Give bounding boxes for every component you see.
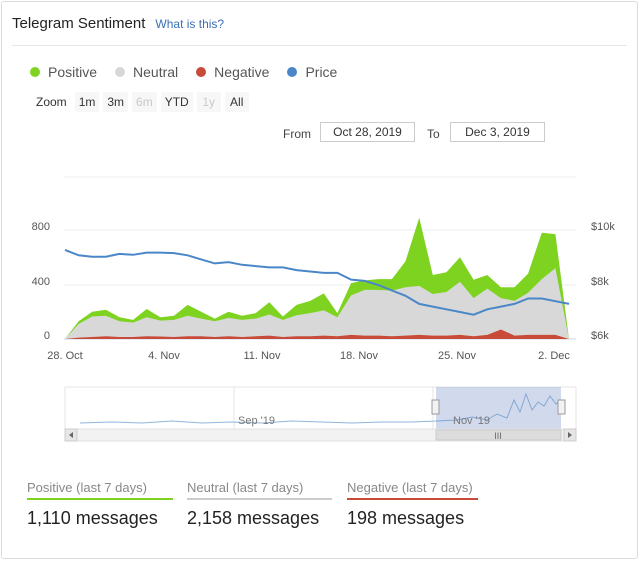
y-left-axis: 0 400 800 [32, 221, 50, 342]
y-left-tick-0: 0 [44, 330, 50, 342]
scroll-left-arrow-icon [69, 432, 73, 438]
to-label: To [427, 127, 440, 141]
stat-neutral-label: Neutral (last 7 days) [187, 480, 304, 495]
price-line [64, 248, 570, 316]
zoom-1m-button[interactable]: 1m [74, 92, 100, 112]
x-tick-nov-4: 4. Nov [148, 350, 180, 362]
positive-dot-icon [30, 67, 40, 77]
stat-negative-label: Negative (last 7 days) [347, 480, 473, 495]
x-tick-nov-11: 11. Nov [243, 350, 281, 362]
navigator-label-sep: Sep '19 [238, 415, 275, 427]
y-left-tick-800: 800 [32, 221, 50, 233]
y-right-axis: $6k $8k $10k [591, 221, 615, 342]
zoom-1y-button: 1y [196, 92, 221, 112]
stat-neutral-bar [187, 498, 332, 500]
zoom-3m-button[interactable]: 3m [103, 92, 129, 112]
navigator-left-handle[interactable] [431, 399, 440, 415]
card-title: Telegram Sentiment [12, 15, 146, 32]
x-tick-oct-28: 28. Oct [47, 350, 82, 362]
zoom-ytd-button[interactable]: YTD [160, 92, 193, 112]
price-dot-icon [287, 67, 298, 77]
x-tick-nov-25: 25. Nov [438, 350, 476, 362]
stat-positive-label: Positive (last 7 days) [27, 480, 147, 495]
zoom-label: Zoom [36, 95, 67, 109]
navigator[interactable]: Sep '19 Nov '19 III [64, 386, 577, 442]
neutral-dot-icon [115, 67, 126, 77]
from-date-input[interactable]: Oct 28, 2019 [320, 122, 415, 142]
navigator-selection[interactable] [436, 387, 561, 429]
legend-label-negative: Negative [214, 64, 270, 80]
stat-neutral-value: 2,158 messages [187, 508, 320, 528]
negative-dot-icon [196, 67, 207, 77]
navigator-series [79, 392, 562, 424]
y-right-tick-6k: $6k [591, 330, 609, 342]
legend-label-price: Price [305, 64, 338, 80]
y-right-tick-8k: $8k [591, 276, 609, 288]
stat-positive-value: 1,110 messages [27, 508, 158, 528]
zoom-controls: Zoom 1m 3m 6m YTD 1y All [36, 92, 249, 112]
legend-item-negative[interactable]: Negative [196, 64, 269, 80]
legend-label-positive: Positive [48, 64, 98, 80]
x-axis: 28. Oct 4. Nov 11. Nov 18. Nov 25. Nov 2… [47, 350, 570, 362]
y-right-tick-10k: $10k [591, 221, 615, 233]
scroll-right-arrow-icon [568, 432, 572, 438]
stat-positive-bar [27, 498, 173, 500]
legend-label-neutral: Neutral [133, 64, 179, 80]
stat-negative-value: 198 messages [347, 508, 465, 528]
legend-item-neutral[interactable]: Neutral [115, 64, 178, 80]
stat-positive: Positive (last 7 days) 1,110 messages [27, 480, 173, 529]
sentiment-chart: 0 400 800 $6k $8k $10k 28. Oct 4. Nov 11… [32, 176, 615, 442]
from-label: From [283, 127, 311, 141]
scrollbar-thumb-grip: III [494, 431, 502, 441]
card-header: Telegram Sentiment What is this? [12, 15, 224, 32]
stat-neutral: Neutral (last 7 days) 2,158 messages [187, 480, 332, 529]
y-left-tick-400: 400 [32, 276, 50, 288]
zoom-6m-button: 6m [132, 92, 157, 112]
to-date-input[interactable]: Dec 3, 2019 [450, 122, 545, 142]
legend-item-price[interactable]: Price [287, 64, 337, 80]
zoom-all-button[interactable]: All [224, 92, 249, 112]
stat-negative: Negative (last 7 days) 198 messages [347, 480, 478, 529]
chart-legend: Positive Neutral Negative Price [30, 64, 337, 80]
negative-area [65, 329, 569, 339]
neutral-area [65, 268, 569, 339]
navigator-label-nov: Nov '19 [453, 415, 490, 427]
x-tick-dec-2: 2. Dec [538, 350, 570, 362]
navigator-right-handle[interactable] [557, 399, 566, 415]
x-tick-nov-18: 18. Nov [340, 350, 378, 362]
legend-item-positive[interactable]: Positive [30, 64, 97, 80]
stat-negative-bar [347, 498, 478, 500]
header-divider [12, 45, 627, 46]
what-is-this-link[interactable]: What is this? [155, 17, 225, 31]
scrollbar-thumb[interactable] [435, 429, 562, 441]
